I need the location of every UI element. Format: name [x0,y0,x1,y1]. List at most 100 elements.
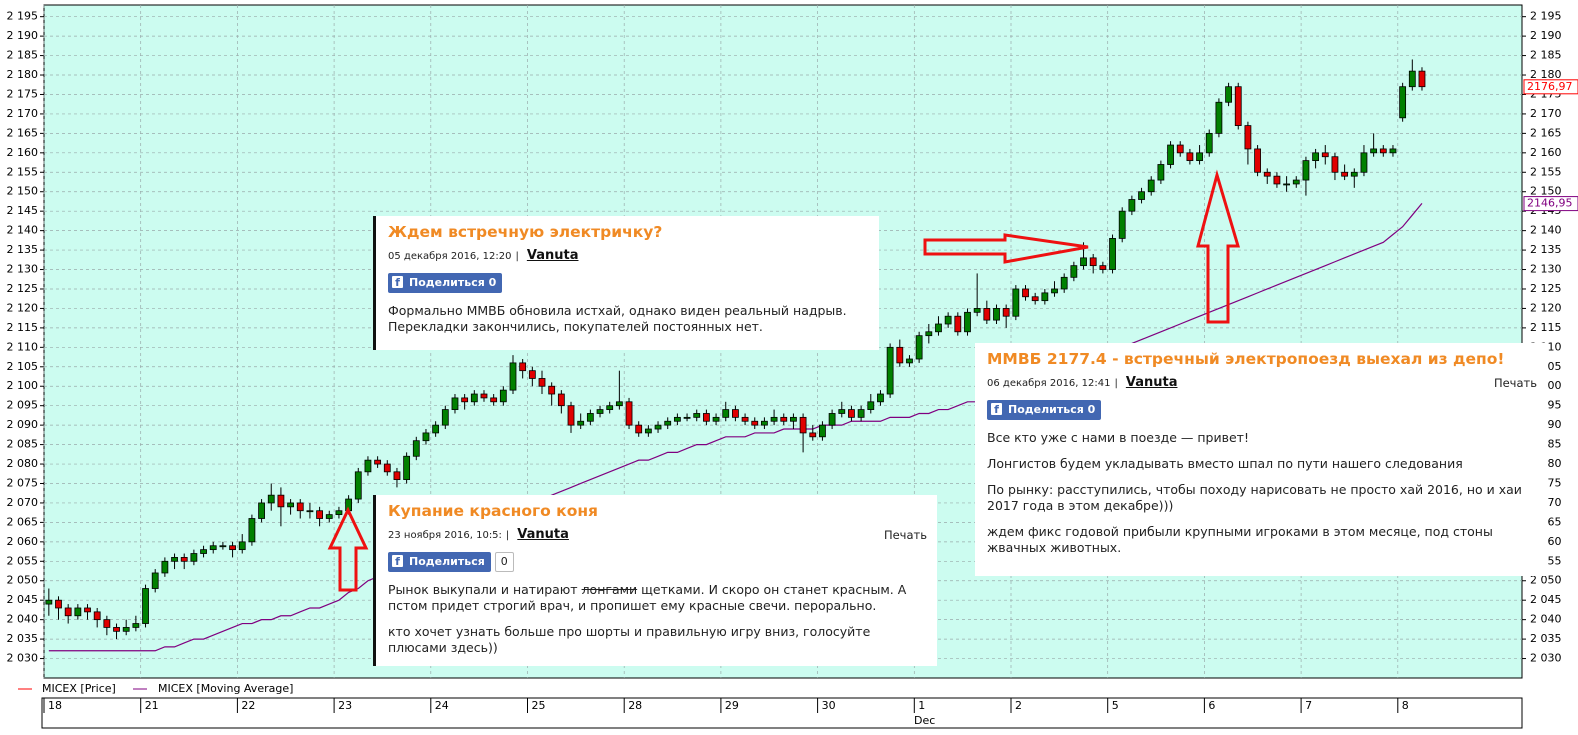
candle-body [1147,179,1155,193]
candle-body [1080,257,1087,267]
x-tick-label: 30 [822,699,836,712]
x-tick-label: 2 [1015,699,1022,712]
candle-body [1341,171,1349,177]
y-tick-label: 2 130 [7,263,39,276]
candle-body [325,514,333,519]
y-tick-label: 2 110 [7,340,39,353]
candle-body [1118,210,1126,239]
candle-body [296,502,304,512]
y-tick-label: 2 065 [7,515,39,528]
post-title[interactable]: Купание красного коня [388,502,599,520]
candle-body [74,607,82,617]
post-author[interactable]: Vanuta [517,527,569,542]
y-tick-label: 2 140 [7,224,39,237]
y2-tick-label: 2 165 [1530,126,1562,139]
candle-body [422,432,430,442]
post-title[interactable]: ММВБ 2177.4 - встречный электропоезд вые… [987,350,1505,368]
candle-body [451,397,459,410]
share-button[interactable]: f Поделиться 0 [388,273,503,293]
y-tick-label: 2 155 [7,165,39,178]
y2-tick-label: 2 160 [1530,146,1562,159]
share-label: Поделиться 0 [1008,403,1096,416]
candle-body [1012,288,1020,317]
candle-body [1302,160,1310,181]
candle-body [702,413,710,422]
candle-body [654,424,662,430]
y-tick-label: 2 035 [7,632,39,645]
post-meta: 06 декабря 2016, 12:41 | Vanuta Печать [987,375,1537,390]
candle-body [122,627,130,632]
candle-body [1099,265,1107,270]
y2-tick-label: 2 185 [1530,49,1562,62]
candle-body [277,494,285,508]
post: ММВБ 2177.4 - встречный электропоезд вые… [975,343,1547,576]
y-tick-label: 2 135 [7,243,39,256]
y2-tick-label: 2 120 [1530,301,1562,314]
y2-tick-label: 2 135 [1530,243,1562,256]
candle-body [809,432,817,438]
candle-body [1128,199,1136,212]
post-text: ждем фикс годовой прибыли крупными игрок… [987,524,1493,555]
candle-body [867,401,875,410]
candle-body [499,389,507,403]
candle-body [770,416,778,422]
candle-body [1292,179,1300,185]
y-tick-label: 2 080 [7,457,39,470]
candle-body [490,397,498,403]
candle-body [287,502,294,508]
candle-body [461,397,469,403]
candle-body [1283,183,1290,186]
candle-body [190,553,198,562]
y-tick-label: 2 100 [7,379,39,392]
candle-body [248,518,256,543]
candle-body [586,413,594,422]
candle-body [693,413,701,418]
x-tick-label: 18 [48,699,62,712]
y-tick-label: 2 160 [7,146,39,159]
y2-tick-label: 2 170 [1530,107,1562,120]
x-tick-label: 6 [1208,699,1215,712]
share-button[interactable]: f Поделиться 0 [987,400,1102,420]
candle-body [1031,296,1039,302]
x-tick-label: 1 [918,699,925,712]
post: Ждем встречную электричку? 05 декабря 20… [373,216,879,350]
y2-tick-label: 2 030 [1530,652,1562,665]
y2-tick-label: 2 180 [1530,68,1562,81]
y2-tick-label: 2 155 [1530,165,1562,178]
legend-label: MICEX [Moving Average] [158,682,293,695]
y-tick-label: 2 180 [7,68,39,81]
candle-body [103,619,111,628]
candle-body [732,409,739,418]
candle-body [1360,152,1368,173]
print-link[interactable]: Печать [883,528,927,542]
y2-tick-label: 2 050 [1530,574,1562,587]
share-button[interactable]: f Поделиться [388,552,491,572]
price-tag-label: 2146,95 [1527,197,1573,210]
candle-body [1370,148,1378,154]
moving-average-line [48,203,1423,652]
candle-body [1254,148,1261,173]
share-count: 0 [494,552,514,572]
candle-body [1244,125,1252,150]
print-link[interactable]: Печать [1493,376,1537,390]
post-text: Рынок выкупали и натирают лонгами щеткам… [388,582,927,614]
y-tick-label: 2 190 [7,29,39,42]
candle-body [1215,101,1223,134]
y2-tick-label: 2 190 [1530,29,1562,42]
candle-body [1176,144,1184,154]
y-tick-label: 2 050 [7,574,39,587]
post-date: 06 декабря 2016, 12:41 [987,378,1111,389]
candle-body [161,560,169,574]
candle-body [93,611,101,621]
candle-body [364,459,372,473]
post-title[interactable]: Ждем встречную электричку? [388,223,663,241]
candle-body [345,498,353,512]
candle-body [1157,164,1165,181]
y-tick-label: 2 175 [7,87,39,100]
candle-body [780,416,788,422]
post-author[interactable]: Vanuta [526,248,579,263]
candle-body [1225,86,1232,103]
post-author[interactable]: Vanuta [1125,375,1178,390]
candle-body [393,471,401,481]
candle-body [1186,152,1194,162]
